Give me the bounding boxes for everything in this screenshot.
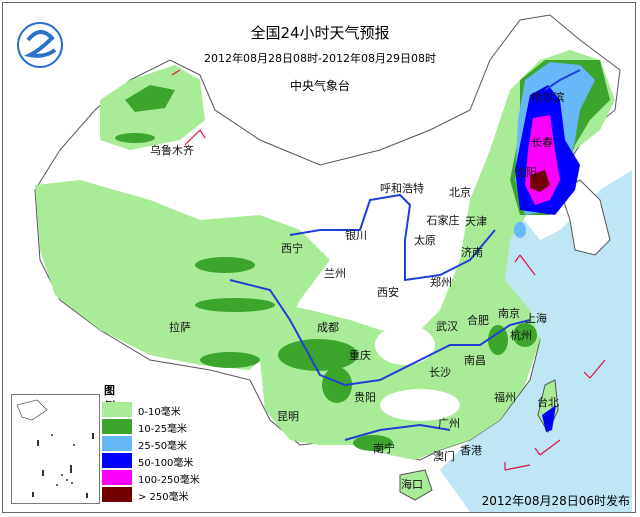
city-label: 拉萨 (169, 321, 191, 334)
inset-map (16, 399, 94, 498)
city-label: 郑州 (430, 276, 452, 289)
city-label: 北京 (449, 186, 471, 199)
dry-area-guangdong (380, 389, 460, 421)
city-label: 乌鲁木齐 (150, 144, 194, 157)
city-label: 台北 (537, 396, 559, 409)
city-label: 昆明 (277, 410, 299, 423)
south-china-sea-inset (11, 394, 100, 504)
city-label: 海口 (401, 478, 423, 491)
city-label: 西安 (377, 286, 399, 299)
legend-item: 25-50毫米 (102, 436, 212, 452)
legend-swatch (102, 419, 132, 434)
city-label: 福州 (494, 391, 516, 404)
issued-time: 2012年08月28日06时发布 (481, 494, 630, 508)
city-label: 成都 (317, 321, 339, 334)
legend-item: 50-100毫米 (102, 453, 212, 469)
city-label: 武汉 (436, 320, 458, 333)
city-label: 长沙 (429, 366, 451, 379)
korea-peninsula (559, 179, 611, 256)
forecast-period: 2012年08月28日08时-2012年08月29日08时 (204, 52, 436, 65)
legend-label: 10-25毫米 (138, 424, 188, 435)
city-label: 广州 (438, 417, 460, 430)
city-label: 贵阳 (354, 391, 376, 404)
legend-swatch (102, 487, 132, 502)
legend-label: 50-100毫米 (138, 458, 194, 469)
legend-swatch (102, 436, 132, 451)
legend-label: > 250毫米 (138, 492, 189, 503)
legend-swatch (102, 402, 132, 417)
city-label: 南京 (498, 307, 520, 320)
city-label: 石家庄 (426, 214, 460, 227)
legend-item: 100-250毫米 (102, 470, 212, 486)
city-label: 西宁 (281, 242, 303, 255)
rivers (229, 69, 581, 441)
hainan (399, 469, 433, 501)
city-label: 合肥 (467, 314, 489, 327)
city-label: 南宁 (373, 442, 395, 455)
legend-label: 100-250毫米 (138, 475, 200, 486)
page-title: 全国24小时天气预报 (250, 24, 390, 42)
cma-logo-icon (17, 22, 63, 68)
city-label: 太原 (414, 234, 436, 247)
sea (440, 170, 632, 512)
dry-area-central (375, 325, 435, 365)
rain-over-250 (530, 170, 550, 192)
city-label: 杭州 (510, 329, 532, 342)
legend-label: 25-50毫米 (138, 441, 188, 452)
city-label: 重庆 (349, 349, 371, 362)
city-label: 沈阳 (515, 166, 537, 179)
city-label: 南昌 (464, 354, 486, 367)
city-label: 哈尔滨 (531, 91, 565, 104)
city-label: 天津 (465, 215, 487, 228)
city-label: 济南 (461, 246, 483, 259)
city-label: 兰州 (324, 267, 346, 280)
organization: 中央气象台 (289, 79, 350, 93)
city-label: 澳门 (433, 450, 455, 463)
legend-item: 10-25毫米 (102, 419, 212, 435)
city-label: 长春 (531, 136, 553, 149)
legend-item: > 250毫米 (102, 487, 212, 503)
city-label: 上海 (525, 312, 547, 325)
legend-item: 0-10毫米 (102, 402, 212, 418)
legend-label: 0-10毫米 (138, 407, 181, 418)
city-label: 呼和浩特 (380, 182, 424, 195)
wind-barbs (171, 69, 606, 471)
legend-swatch (102, 470, 132, 485)
taiwan-heavy (542, 405, 556, 432)
city-label: 香港 (460, 444, 482, 457)
legend-swatch (102, 453, 132, 468)
city-label: 银川 (345, 229, 367, 242)
